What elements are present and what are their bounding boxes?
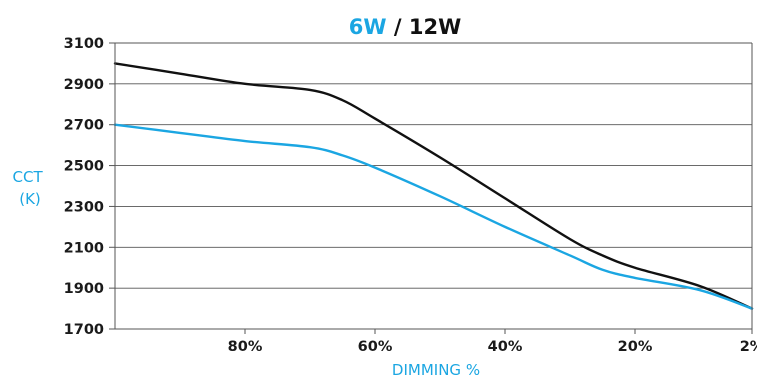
title-6w: 6W [349, 15, 387, 39]
x-axis-label: DIMMING % [392, 361, 480, 379]
plot-frame [114, 42, 753, 330]
ytick-label-2100: 2100 [64, 240, 104, 256]
x-tick-labels: 80% 60% 40% 20% 2% [228, 339, 757, 355]
series-line-12w [113, 62, 754, 310]
xtick-label-2: 2% [740, 339, 757, 355]
ytick-label-1700: 1700 [64, 322, 104, 338]
series-line-6w [113, 123, 754, 310]
xtick-label-60: 60% [358, 339, 393, 355]
ytick-label-2700: 2700 [64, 118, 104, 134]
title-separator: / [387, 15, 409, 39]
xtick-label-20: 20% [618, 339, 653, 355]
title-12w: 12W [409, 15, 461, 39]
ytick-label-2300: 2300 [64, 199, 104, 215]
xtick-label-40: 40% [488, 339, 523, 355]
y-axis-label: CCT (K) [13, 168, 48, 208]
ytick-label-2500: 2500 [64, 159, 104, 175]
ytick-label-3100: 3100 [64, 36, 104, 52]
ytick-label-2900: 2900 [64, 77, 104, 93]
xtick-label-80: 80% [228, 339, 263, 355]
y-axis-label-line-1: CCT [13, 168, 44, 186]
grid [109, 42, 753, 334]
y-axis-label-line-2: (K) [19, 190, 41, 208]
series-group [113, 62, 754, 310]
chart-title: 6W / 12W [349, 15, 461, 39]
y-tick-labels: 1700 1900 2100 2300 2500 2700 2900 3100 [64, 36, 104, 338]
ytick-label-1900: 1900 [64, 281, 104, 297]
